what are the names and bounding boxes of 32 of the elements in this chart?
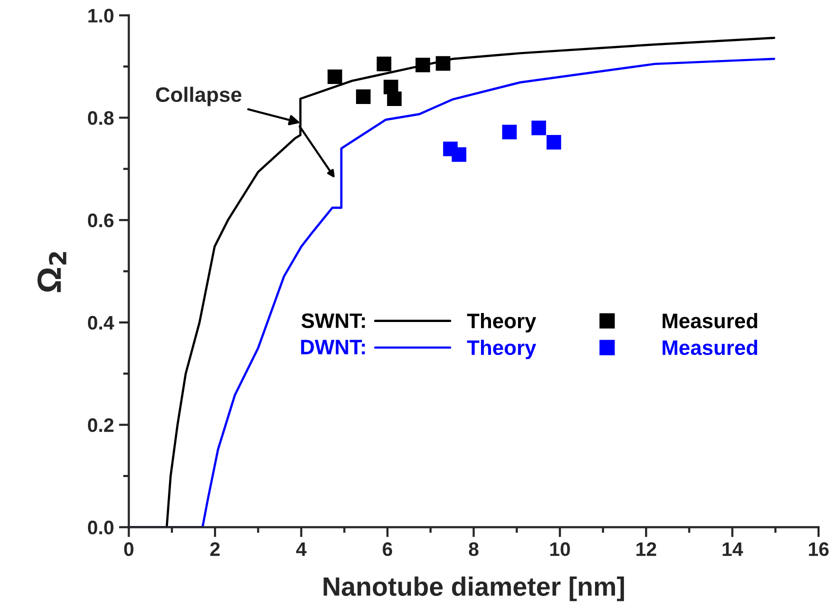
point: [328, 69, 342, 84]
annotation: SWNT:: [301, 313, 365, 328]
y-tick-label: 1.0: [88, 8, 114, 23]
point: [387, 91, 402, 106]
point: [502, 124, 517, 140]
x-tick-label: 16: [808, 542, 829, 556]
point: [531, 120, 546, 136]
x-tick-label: 4: [296, 542, 307, 556]
x-tick-label: 8: [468, 542, 478, 556]
point: [356, 89, 371, 104]
x-tick-label: 10: [550, 542, 570, 556]
legend-label: Measured: [662, 340, 758, 356]
y-tick-label: 0.0: [88, 520, 114, 534]
legend-label: Measured: [662, 313, 758, 328]
annotation: Collapse: [156, 86, 242, 106]
x-tick-label: 14: [722, 542, 744, 556]
point: [376, 56, 392, 72]
x-tick-label: 2: [210, 542, 220, 556]
x-tick-label: 12: [636, 542, 656, 556]
annotation: DWNT:: [301, 340, 365, 354]
legend-label: Theory: [467, 313, 536, 332]
point: [546, 134, 562, 150]
y-tick-label: 0.4: [88, 316, 114, 330]
x-tick-label: 0: [124, 542, 134, 556]
y-tick-label: 0.2: [88, 418, 114, 432]
x-axis-title: Nanotube diameter [nm]: [324, 576, 624, 602]
y-tick-label: 0.8: [88, 111, 114, 125]
y-axis-title: Ω$_{2}$: [38, 252, 66, 292]
point: [452, 147, 466, 162]
x-tick-label: 6: [382, 542, 392, 556]
legend-label: Theory: [467, 340, 536, 360]
y-tick-label: 0.6: [88, 214, 114, 228]
